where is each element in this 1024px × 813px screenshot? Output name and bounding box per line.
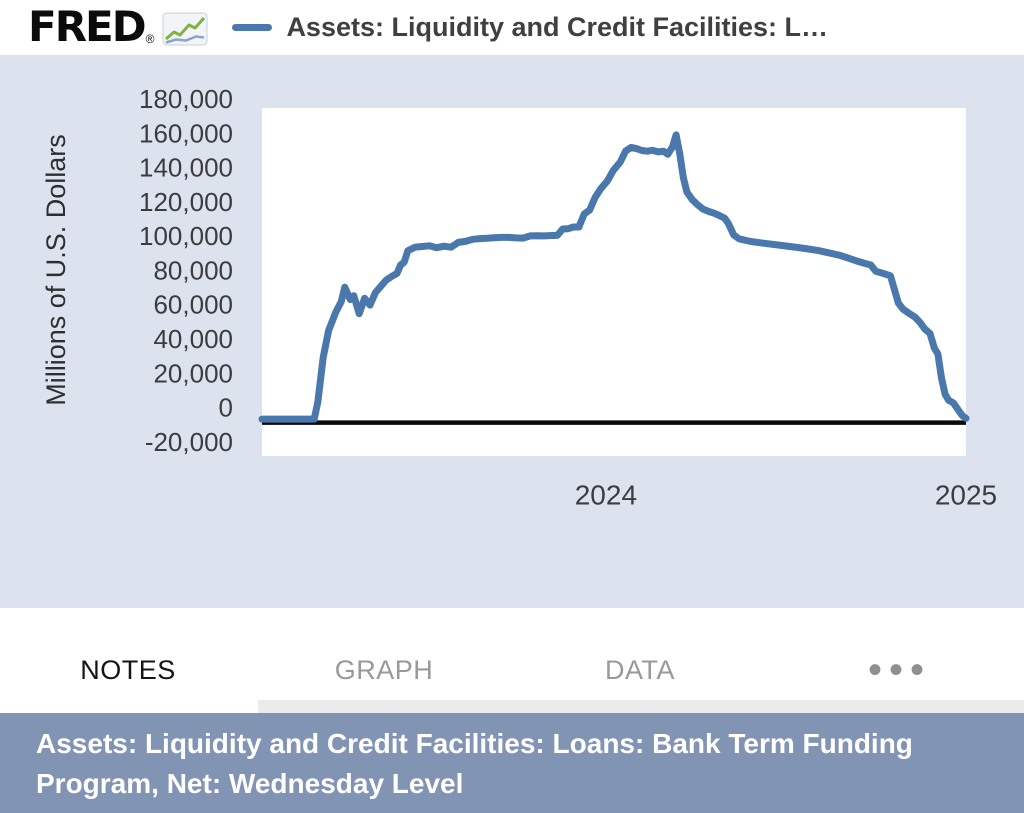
tab-notes[interactable]: NOTES (80, 654, 176, 685)
y-tick-label: -20,000 (145, 427, 233, 457)
x-tick-label: 2024 (575, 480, 637, 511)
chart-header: FRED ® Assets: Liquidity and Credit Faci… (0, 0, 1024, 55)
tabs-gap (0, 608, 1024, 640)
y-tick-label: 140,000 (139, 153, 233, 183)
chart-legend: Assets: Liquidity and Credit Facilities:… (232, 12, 1024, 43)
fred-logo-text: FRED (28, 2, 147, 52)
series-title-line-2: Program, Net: Wednesday Level (36, 768, 464, 799)
series-title: Assets: Liquidity and Credit Facilities:… (286, 12, 829, 42)
series-title-line-1: Assets: Liquidity and Credit Facilities:… (36, 728, 913, 759)
y-tick-label: 20,000 (153, 358, 233, 388)
banner-top-strip-right (258, 700, 1024, 713)
tab-bar: NOTES GRAPH DATA ••• (0, 640, 1024, 700)
y-tick-label: 0 (219, 393, 233, 423)
y-tick-label: 120,000 (139, 187, 233, 217)
series-legend-line (232, 24, 273, 31)
fred-logo-chart-icon (162, 12, 208, 46)
y-tick-label: 60,000 (153, 290, 233, 320)
y-tick-label: 160,000 (139, 118, 233, 148)
y-tick-label: 80,000 (153, 255, 233, 285)
fred-logo[interactable]: FRED ® (28, 2, 208, 52)
banner-top-strip-left (0, 700, 258, 713)
chart-svg[interactable]: 180,000 160,000 140,000 120,000 100,000 80,00… (0, 55, 1024, 608)
more-menu-button[interactable]: ••• (867, 648, 931, 692)
y-tick-label: 100,000 (139, 221, 233, 251)
x-tick-label: 2025 (935, 480, 997, 511)
banner-top-strip (0, 700, 1024, 713)
tab-graph[interactable]: GRAPH (334, 654, 434, 685)
tab-data[interactable]: DATA (604, 654, 675, 685)
y-tick-label: 40,000 (153, 324, 233, 354)
chart-area: 180,000 160,000 140,000 120,000 100,000 80,00… (0, 55, 1024, 608)
plot-area[interactable] (262, 108, 966, 456)
series-title-banner: Assets: Liquidity and Credit Facilities:… (0, 713, 1024, 813)
y-tick-label: 180,000 (139, 84, 233, 114)
y-axis-title: Millions of U.S. Dollars (41, 134, 71, 406)
series-line (258, 131, 970, 423)
registered-trademark: ® (145, 31, 155, 46)
